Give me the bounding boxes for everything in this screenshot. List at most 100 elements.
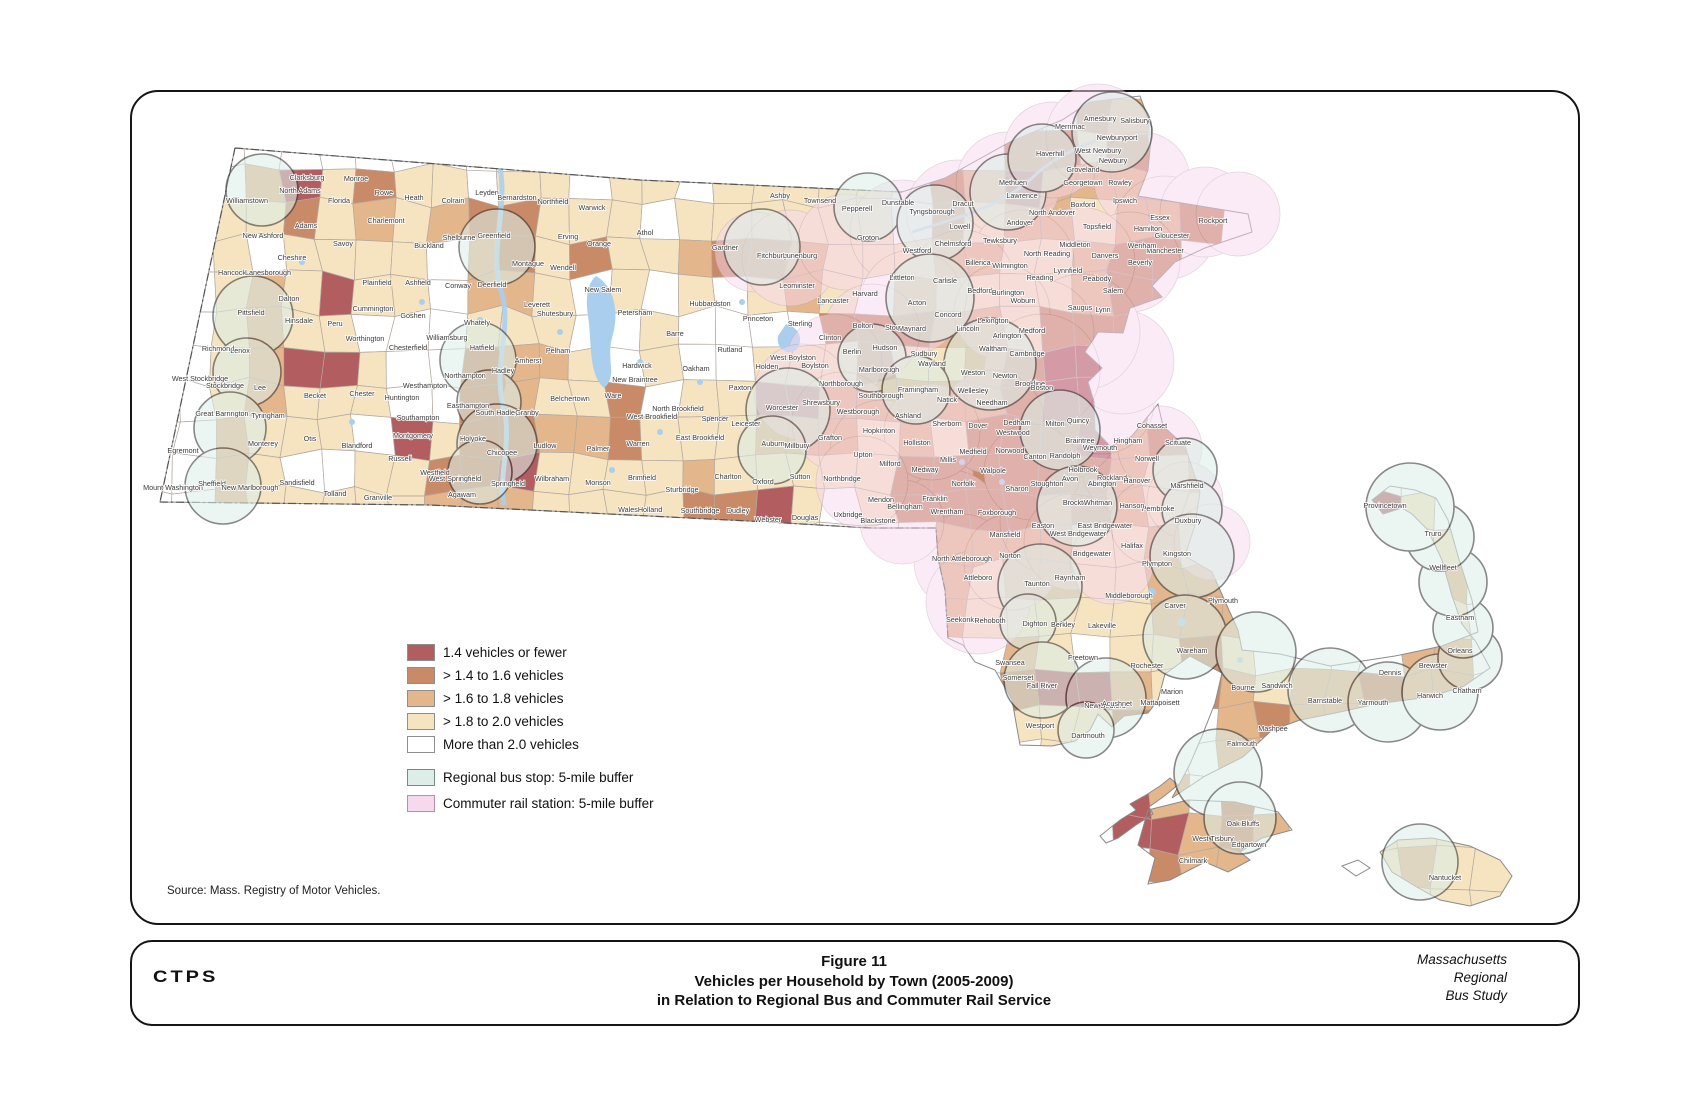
town-label: Granville	[364, 493, 392, 502]
bus-stop-buffer	[225, 153, 299, 227]
town-cell	[321, 448, 356, 494]
town-cell	[856, 632, 901, 675]
town-cell	[1360, 414, 1402, 453]
town-cell	[927, 773, 966, 819]
town-cell	[1289, 413, 1333, 453]
town-label: Ashby	[770, 191, 790, 200]
town-label: Bolton	[853, 321, 873, 330]
town-cell	[574, 814, 614, 848]
town-label: Florida	[328, 196, 350, 205]
town-cell	[502, 851, 541, 893]
town-cell	[1501, 385, 1512, 422]
town-cell	[430, 817, 467, 854]
town-cell	[568, 530, 611, 568]
town-label: Stockbridge	[206, 381, 244, 390]
town-cell	[570, 881, 610, 906]
town-label: Hinsdale	[285, 316, 313, 325]
town-cell	[715, 523, 756, 562]
town-cell	[160, 133, 176, 173]
town-cell	[1365, 313, 1406, 347]
town-label: West Springfield	[429, 474, 481, 483]
town-label: Hardwick	[622, 361, 652, 370]
town-cell	[1251, 344, 1298, 385]
town-cell	[422, 558, 464, 602]
legend-item-choropleth: > 1.4 to 1.6 vehicles	[407, 664, 654, 687]
town-label: Auburn	[761, 439, 784, 448]
town-cell	[315, 918, 354, 960]
town-label: Barnstable	[1308, 696, 1342, 705]
town-cell	[785, 133, 821, 173]
town-cell	[966, 883, 1011, 906]
quabbin-reservoir	[586, 276, 616, 388]
town-label: Chatham	[1452, 686, 1481, 695]
town-cell	[428, 846, 470, 891]
town-cell	[1253, 421, 1291, 454]
town-cell	[1181, 273, 1220, 314]
town-cell	[753, 629, 786, 675]
town-label: Wayland	[918, 359, 946, 368]
town-cell	[817, 594, 860, 637]
town-label: Mansfield	[990, 530, 1021, 539]
town-cell	[1476, 384, 1508, 423]
town-cell	[206, 598, 252, 638]
town-cell	[570, 845, 614, 884]
town-label: Georgetown	[1063, 178, 1102, 187]
town-label: Rockland	[1097, 473, 1127, 482]
town-cell	[789, 521, 823, 569]
bus-stop-buffer	[1215, 611, 1297, 693]
town-cell	[1287, 812, 1332, 853]
town-label: Middleton	[1059, 240, 1090, 249]
state-border-dashed	[159, 147, 236, 503]
town-cell	[388, 817, 435, 856]
town-cell	[1465, 234, 1512, 275]
town-cell	[316, 669, 360, 711]
town-cell	[1434, 130, 1478, 164]
town-label: Middleborough	[1105, 591, 1153, 600]
town-label: Marion	[1161, 687, 1183, 696]
town-cell	[160, 632, 182, 676]
town-label: Brockton	[1063, 498, 1091, 507]
town-cell	[607, 882, 649, 906]
town-cell	[1321, 889, 1370, 906]
town-cell	[1509, 918, 1541, 961]
town-cell	[1402, 161, 1441, 206]
town-cell	[752, 523, 791, 569]
town-label: Cummington	[353, 304, 394, 313]
town-cell	[279, 706, 321, 743]
town-cell	[710, 629, 758, 675]
town-label: Worthington	[346, 334, 385, 343]
town-cell	[855, 740, 898, 784]
lake	[299, 259, 305, 265]
bus-stop-buffer	[1057, 701, 1115, 759]
town-label: Westwood	[996, 428, 1029, 437]
lake	[739, 299, 745, 305]
town-cell	[1359, 743, 1406, 776]
town-label: New Braintree	[612, 375, 658, 384]
town-cell	[1221, 341, 1256, 385]
town-cell	[353, 129, 395, 173]
town-cell	[1251, 131, 1294, 172]
town-cell	[174, 96, 208, 136]
town-cell	[754, 133, 790, 173]
town-cell	[1148, 708, 1184, 749]
town-cell	[1217, 924, 1256, 955]
town-label: Norwell	[1135, 454, 1159, 463]
town-label: Sutton	[790, 472, 811, 481]
town-cell	[1250, 452, 1293, 496]
town-cell	[1254, 882, 1295, 906]
town-label: Blandford	[342, 441, 373, 450]
town-cell	[568, 557, 609, 603]
town-label: Wellfleet	[1429, 563, 1456, 572]
town-cell	[351, 918, 396, 964]
town-cell	[1322, 126, 1368, 172]
town-label: Newton	[993, 371, 1017, 380]
bus-stop-buffer	[447, 439, 513, 505]
state-border-dashed	[234, 147, 903, 193]
town-cell	[566, 129, 609, 168]
town-label: Erving	[558, 232, 578, 241]
town-cell	[925, 883, 969, 906]
bus-stop-buffer	[737, 415, 807, 485]
town-label: Hingham	[1114, 436, 1143, 445]
town-cell	[1365, 594, 1405, 641]
town-cell	[1187, 96, 1225, 137]
